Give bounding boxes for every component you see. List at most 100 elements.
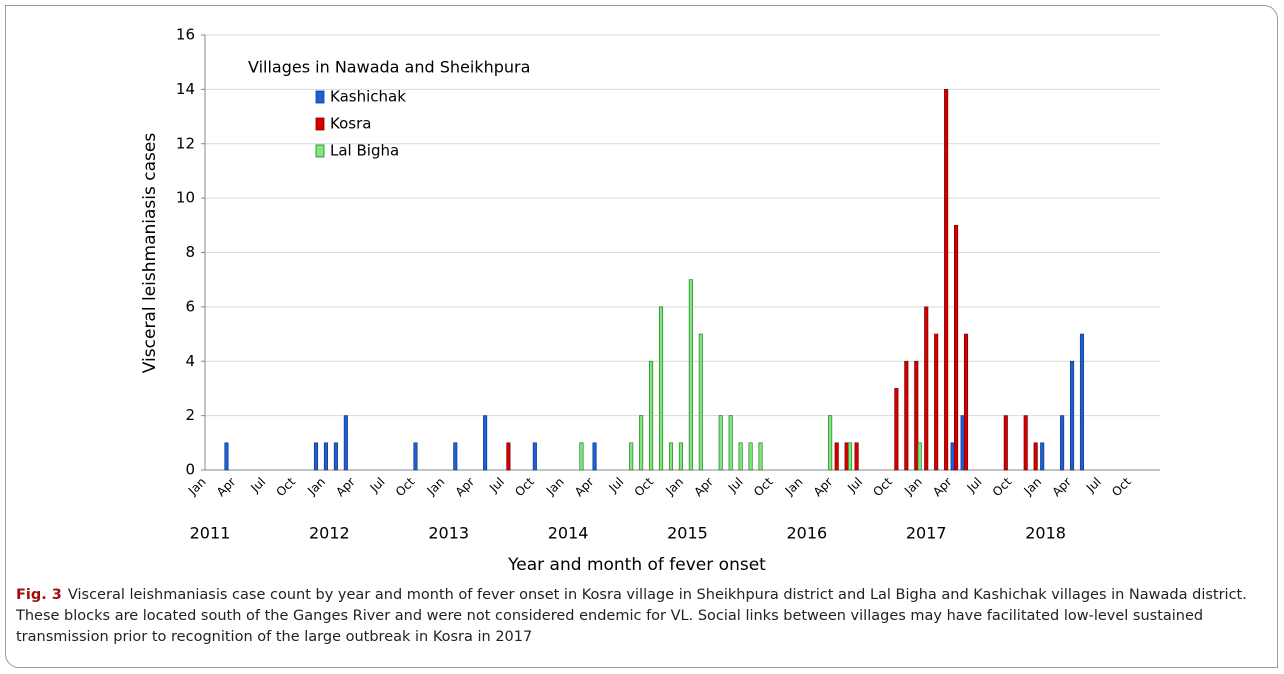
x-tick-label: Jul [1083, 475, 1104, 496]
x-tick-label: Oct [632, 474, 657, 499]
x-tick-label: Oct [274, 474, 299, 499]
bar [678, 442, 683, 471]
chart: Visceral leishmaniasis cases Year and mo… [140, 26, 1160, 575]
bar [1003, 415, 1008, 471]
y-tick-label: 12 [176, 134, 195, 152]
bar [960, 415, 965, 471]
bar [950, 442, 955, 471]
caption: Fig. 3 Visceral leishmaniasis case count … [16, 585, 1268, 648]
x-tick-label: Jan [424, 475, 448, 499]
bar [483, 415, 488, 471]
y-tick-label: 14 [176, 80, 195, 98]
bar [649, 360, 654, 471]
bar [1040, 442, 1045, 471]
y-tick-label: 16 [176, 26, 195, 44]
bar [917, 442, 922, 471]
y-tick-label: 10 [176, 189, 195, 207]
bar [1060, 415, 1065, 471]
year-label: 2016 [786, 524, 827, 543]
legend-label: Kashichak [330, 88, 406, 106]
bar [698, 333, 703, 471]
x-tick-label: Apr [930, 475, 955, 500]
bar [343, 415, 348, 471]
legend-swatch [315, 144, 325, 158]
bar [658, 306, 664, 471]
bar [758, 442, 763, 471]
bar [854, 442, 859, 471]
bar [963, 333, 969, 471]
y-axis-label: Visceral leishmaniasis cases [140, 133, 160, 374]
bar [828, 415, 833, 471]
x-tick-label: Oct [393, 474, 418, 499]
bar [629, 442, 634, 471]
bar [639, 415, 644, 471]
x-tick-label: Jul [247, 475, 268, 496]
bar [1033, 442, 1038, 471]
x-tick-label: Jul [486, 475, 507, 496]
figure-frame [5, 5, 1278, 668]
bar [1069, 360, 1075, 471]
x-tick-label: Jul [725, 475, 746, 496]
bar [313, 442, 319, 471]
x-tick-label: Oct [990, 474, 1015, 499]
x-tick-label: Jul [844, 475, 865, 496]
bar [934, 333, 939, 471]
y-tick-label: 8 [185, 243, 195, 261]
bar [844, 442, 849, 471]
year-label: 2011 [190, 524, 231, 543]
x-tick-label: Jan [662, 475, 686, 499]
legend-title: Villages in Nawada and Sheikhpura [248, 58, 530, 77]
year-label: 2012 [309, 524, 350, 543]
bar [688, 279, 693, 471]
bar [668, 442, 674, 471]
year-label: 2017 [906, 524, 947, 543]
bar [592, 442, 597, 471]
caption-text: Visceral leishmaniasis case count by yea… [16, 587, 1247, 645]
bar [894, 388, 899, 471]
x-tick-label: Apr [333, 475, 358, 500]
x-tick-label: Apr [572, 475, 597, 500]
bar [1079, 333, 1085, 471]
caption-label: Fig. 3 [16, 587, 62, 603]
y-tick-label: 4 [185, 352, 195, 370]
bar [728, 415, 733, 471]
bar [944, 89, 949, 471]
year-label: 2014 [548, 524, 589, 543]
bar [579, 442, 584, 471]
bar [718, 415, 723, 471]
x-tick-label: Apr [453, 475, 478, 500]
x-axis-label: Year and month of fever onset [507, 555, 766, 575]
year-label: 2018 [1025, 524, 1066, 543]
legend-label: Kosra [330, 115, 371, 133]
x-tick-label: Jul [964, 475, 985, 496]
y-tick-label: 6 [185, 297, 195, 315]
x-tick-label: Apr [214, 475, 239, 500]
bar [954, 224, 959, 471]
x-tick-label: Jan [543, 475, 567, 499]
x-tick-label: Jul [606, 475, 627, 496]
legend-label: Lal Bigha [330, 142, 399, 160]
y-tick-label: 0 [185, 461, 195, 479]
bar [924, 306, 929, 471]
x-tick-label: Apr [691, 475, 716, 500]
bar [914, 360, 919, 471]
y-tick-label: 2 [185, 406, 195, 424]
x-tick-label: Jan [1021, 475, 1045, 499]
bar [904, 360, 909, 471]
bar [738, 442, 743, 471]
bar [748, 442, 753, 471]
legend-swatch [315, 90, 325, 104]
x-tick-label: Jan [304, 475, 328, 499]
year-label: 2015 [667, 524, 708, 543]
bar [323, 442, 328, 471]
x-tick-label: Oct [512, 474, 537, 499]
bar [413, 442, 418, 471]
bar [1023, 415, 1028, 471]
x-tick-label: Jan [782, 475, 806, 499]
x-tick-label: Apr [811, 475, 836, 500]
x-tick-label: Oct [870, 474, 895, 499]
bar [532, 442, 537, 471]
bar [333, 442, 338, 471]
bar [224, 442, 229, 471]
bar [847, 442, 853, 471]
